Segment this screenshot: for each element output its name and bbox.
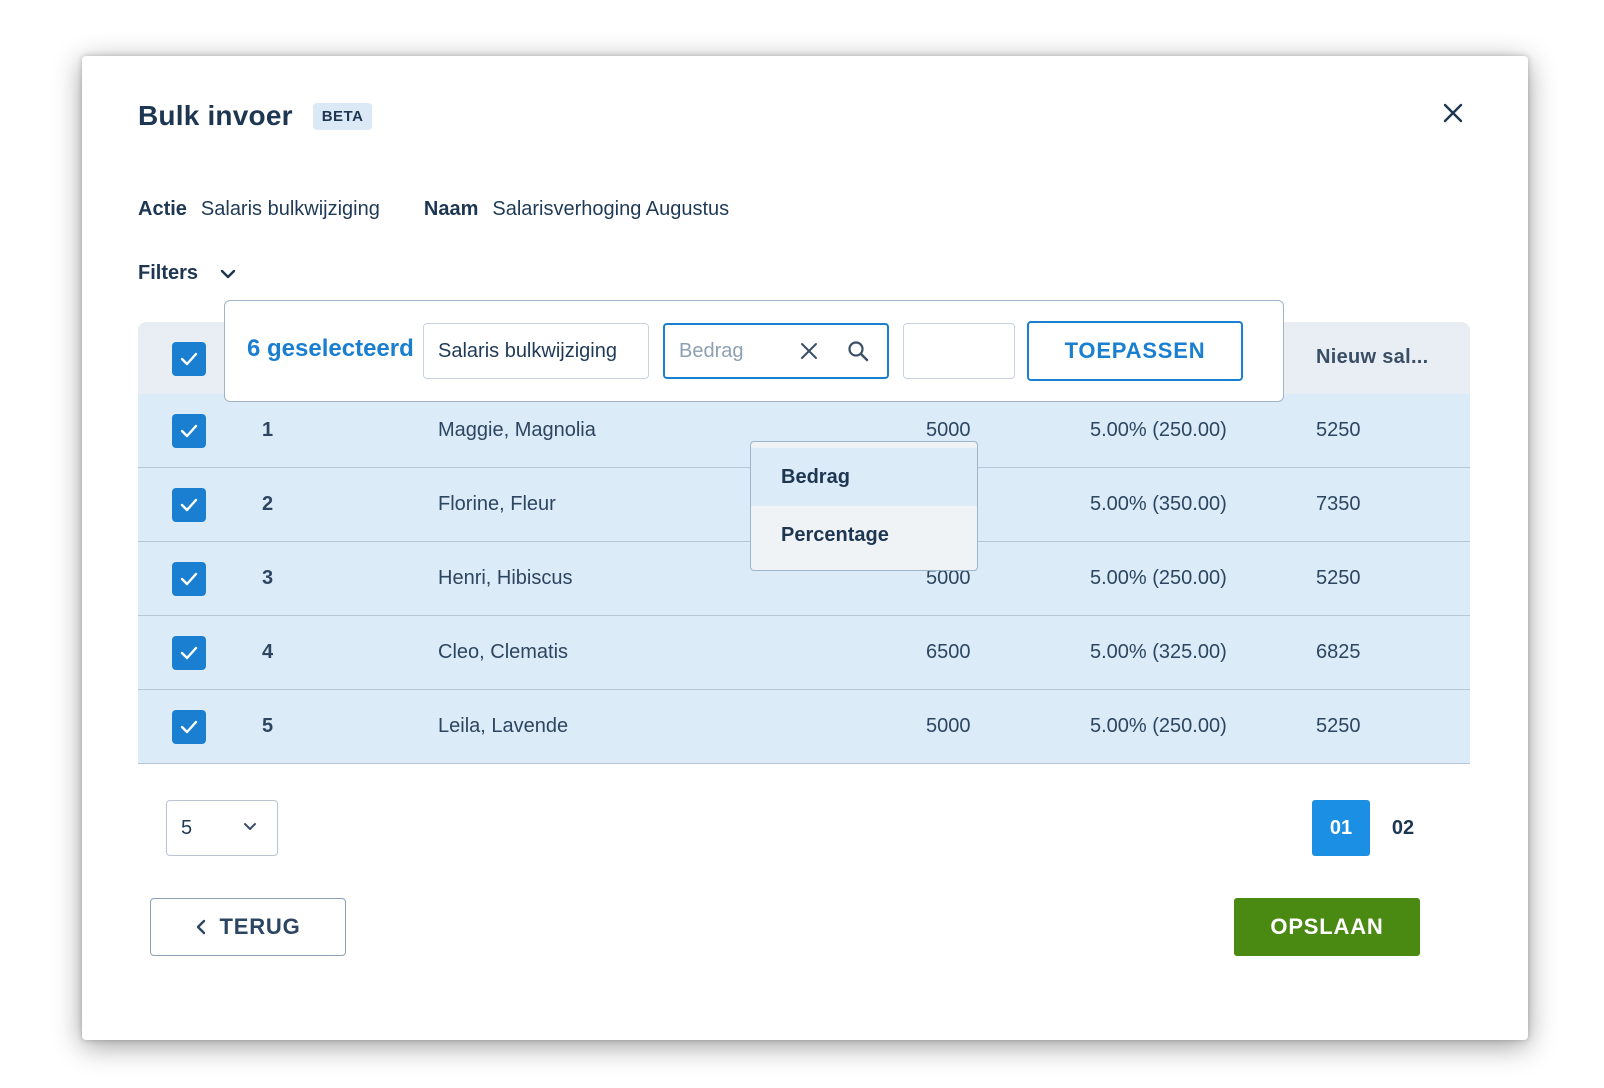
pagination: 01 02	[1312, 800, 1432, 856]
table-row[interactable]: 4 Cleo, Clematis 6500 5.00% (325.00) 6825	[138, 616, 1470, 690]
current-salary: 5000	[926, 567, 971, 589]
apply-button[interactable]: TOEPASSEN	[1027, 321, 1243, 381]
dialog-title: Bulk invoer	[138, 100, 293, 131]
bulk-entry-dialog: Bulk invoer BETA Actie Salaris bulkwijzi…	[82, 56, 1528, 1040]
table-row[interactable]: 1 Maggie, Magnolia 5000 5.00% (250.00) 5250	[138, 394, 1470, 468]
page-size-value: 5	[181, 816, 193, 839]
salary-increase: 5.00% (325.00)	[1090, 641, 1227, 663]
select-all-checkbox[interactable]	[172, 342, 206, 376]
back-label: TERUG	[219, 914, 301, 939]
employee-name: Cleo, Clematis	[438, 641, 569, 663]
search-icon[interactable]	[847, 340, 869, 362]
current-salary: 5000	[926, 419, 971, 441]
filters-toggle[interactable]: Filters	[138, 262, 236, 285]
employee-name: Henri, Hibiscus	[438, 567, 573, 589]
row-checkbox[interactable]	[172, 562, 206, 596]
action-label: Actie	[138, 198, 187, 220]
header-new-salary[interactable]: Nieuw sal...	[1316, 346, 1429, 368]
salary-increase: 5.00% (350.00)	[1090, 493, 1227, 515]
salary-increase: 5.00% (250.00)	[1090, 715, 1227, 737]
bulk-action-field[interactable]: Salaris bulkwijziging	[423, 323, 649, 379]
row-index: 1	[262, 419, 274, 441]
name-value: Salarisverhoging Augustus	[492, 198, 730, 220]
close-icon[interactable]	[1440, 100, 1466, 126]
option-bedrag[interactable]: Bedrag	[751, 448, 977, 506]
amount-type-placeholder: Bedrag	[679, 339, 744, 362]
new-salary: 7350	[1316, 493, 1361, 515]
selected-count: 6 geselecteerd	[247, 335, 414, 362]
bulk-action-value: Salaris bulkwijziging	[438, 339, 617, 362]
row-checkbox[interactable]	[172, 636, 206, 670]
action-value: Salaris bulkwijziging	[200, 198, 380, 220]
amount-type-select[interactable]: Bedrag	[663, 323, 889, 379]
amount-value-input[interactable]	[903, 323, 1015, 379]
employee-name: Leila, Lavende	[438, 715, 569, 737]
row-index: 3	[262, 567, 274, 589]
page-size-select[interactable]: 5	[166, 800, 278, 856]
row-checkbox[interactable]	[172, 710, 206, 744]
dialog-header: Bulk invoer BETA	[138, 100, 373, 132]
option-percentage[interactable]: Percentage	[781, 523, 889, 546]
name-label: Naam	[423, 198, 479, 220]
filters-label: Filters	[138, 262, 199, 284]
chevron-down-icon	[244, 823, 256, 830]
salary-increase: 5.00% (250.00)	[1090, 419, 1227, 441]
row-checkbox[interactable]	[172, 414, 206, 448]
row-checkbox[interactable]	[172, 488, 206, 522]
page-button-01[interactable]: 01	[1312, 800, 1370, 856]
bulk-action-bar: 6 geselecteerd Salaris bulkwijziging Bed…	[224, 300, 1284, 402]
row-index: 5	[262, 715, 274, 737]
new-salary: 5250	[1316, 715, 1361, 737]
chevron-left-icon	[196, 919, 205, 935]
row-index: 2	[262, 493, 274, 515]
meta-row: Actie Salaris bulkwijziging Naam Salaris…	[138, 198, 773, 221]
back-button[interactable]: TERUG	[150, 898, 346, 956]
employee-name: Maggie, Magnolia	[438, 419, 596, 441]
table-row[interactable]: 5 Leila, Lavende 5000 5.00% (250.00) 5250	[138, 690, 1470, 764]
chevron-down-icon	[220, 269, 236, 278]
new-salary: 5250	[1316, 567, 1361, 589]
save-button[interactable]: OPSLAAN	[1234, 898, 1420, 956]
new-salary: 6825	[1316, 641, 1361, 663]
employee-name: Florine, Fleur	[438, 493, 556, 515]
current-salary: 6500	[926, 641, 971, 663]
beta-badge: BETA	[312, 102, 373, 130]
salary-increase: 5.00% (250.00)	[1090, 567, 1227, 589]
page-button-02[interactable]: 02	[1391, 816, 1415, 839]
current-salary: 5000	[926, 715, 971, 737]
clear-icon[interactable]	[799, 341, 819, 361]
new-salary: 5250	[1316, 419, 1361, 441]
amount-type-dropdown: Bedrag Percentage	[750, 441, 978, 571]
row-index: 4	[262, 641, 274, 663]
